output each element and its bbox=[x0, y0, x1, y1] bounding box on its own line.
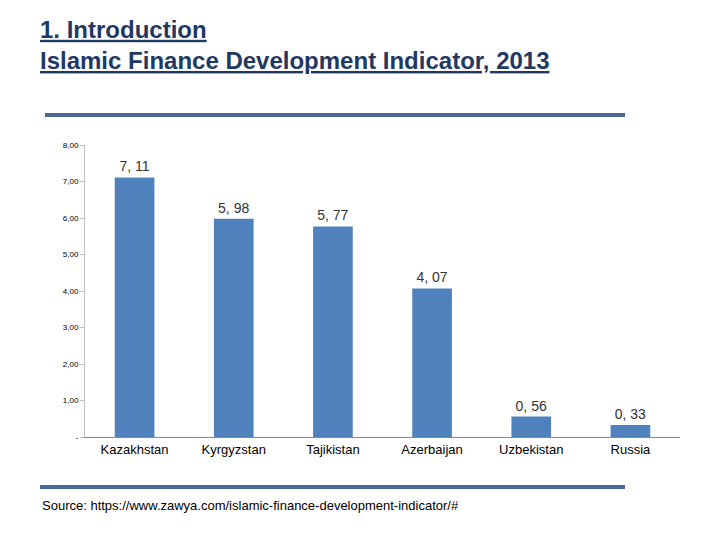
svg-text:Kyrgyzstan: Kyrgyzstan bbox=[202, 442, 266, 457]
svg-text:7, 11: 7, 11 bbox=[119, 158, 149, 174]
svg-text:Source: https://www.zawya.com/: Source: https://www.zawya.com/islamic-fi… bbox=[42, 498, 459, 513]
svg-text:Uzbekistan: Uzbekistan bbox=[499, 442, 563, 457]
svg-text:0, 56: 0, 56 bbox=[516, 398, 547, 414]
svg-text:Tajikistan: Tajikistan bbox=[306, 442, 359, 457]
svg-text:8,00: 8,00 bbox=[63, 141, 79, 150]
svg-text:0, 33: 0, 33 bbox=[615, 406, 646, 422]
svg-text:5, 77: 5, 77 bbox=[317, 207, 348, 223]
svg-text:1. IntroductionIslamic Finance: 1. IntroductionIslamic Finance Developme… bbox=[40, 16, 550, 74]
svg-text:5,00: 5,00 bbox=[63, 250, 79, 259]
svg-text:Russia: Russia bbox=[611, 442, 652, 457]
svg-text:-: - bbox=[76, 433, 79, 442]
svg-text:4,00: 4,00 bbox=[63, 287, 79, 296]
svg-text:6,00: 6,00 bbox=[63, 214, 79, 223]
svg-text:3,00: 3,00 bbox=[63, 323, 79, 332]
svg-text:4, 07: 4, 07 bbox=[416, 269, 447, 285]
svg-text:7,00: 7,00 bbox=[63, 177, 79, 186]
svg-text:Kazakhstan: Kazakhstan bbox=[101, 442, 169, 457]
svg-text:Azerbaijan: Azerbaijan bbox=[401, 442, 462, 457]
svg-text:5, 98: 5, 98 bbox=[218, 200, 249, 216]
svg-text:1,00: 1,00 bbox=[63, 396, 79, 405]
svg-text:2,00: 2,00 bbox=[63, 360, 79, 369]
